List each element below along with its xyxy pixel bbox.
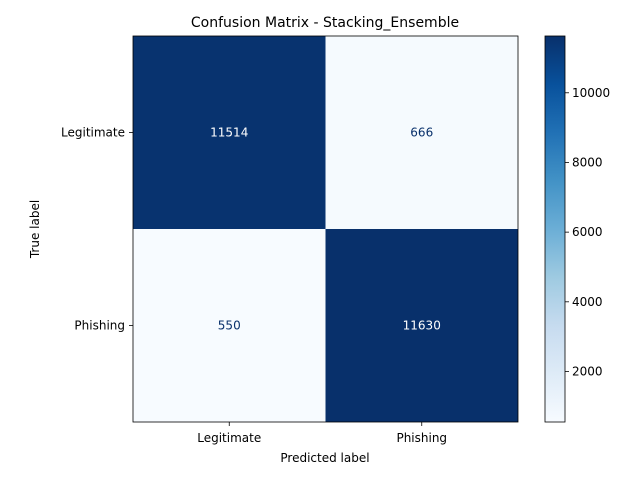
- colorbar: [544, 35, 566, 423]
- heatmap-cells: [133, 36, 518, 422]
- x-tick-label: Legitimate: [197, 431, 261, 445]
- y-tick-label: Phishing: [74, 319, 125, 333]
- heatmap-cell: [325, 36, 518, 229]
- heatmap-cell: [133, 36, 326, 229]
- colorbar-tick-label: 6000: [572, 225, 603, 239]
- colorbar-tick-label: 8000: [572, 155, 603, 169]
- x-axis-label: Predicted label: [280, 451, 369, 465]
- cell-value-label: 666: [410, 126, 433, 140]
- chart-title: Confusion Matrix - Stacking_Ensemble: [191, 15, 459, 31]
- colorbar-tick-label: 10000: [572, 86, 610, 100]
- heatmap-cell-labels: 11514 666 550 11630: [210, 126, 441, 333]
- x-tick-label: Phishing: [396, 431, 447, 445]
- y-tick-label: Legitimate: [61, 126, 125, 140]
- y-axis-label: True label: [28, 200, 42, 259]
- colorbar-tick-label: 2000: [572, 364, 603, 378]
- colorbar-tick-label: 4000: [572, 295, 603, 309]
- y-axis-ticks: Legitimate Phishing: [61, 126, 133, 333]
- colorbar-ticks: 2000 4000 6000 8000 10000: [565, 86, 610, 378]
- cell-value-label: 11514: [210, 126, 248, 140]
- x-axis-ticks: Legitimate Phishing: [197, 422, 447, 445]
- cell-value-label: 11630: [403, 319, 441, 333]
- cell-value-label: 550: [218, 319, 241, 333]
- heatmap-cell: [133, 229, 326, 422]
- plot-frame: [132, 35, 519, 423]
- heatmap-cell: [325, 229, 518, 422]
